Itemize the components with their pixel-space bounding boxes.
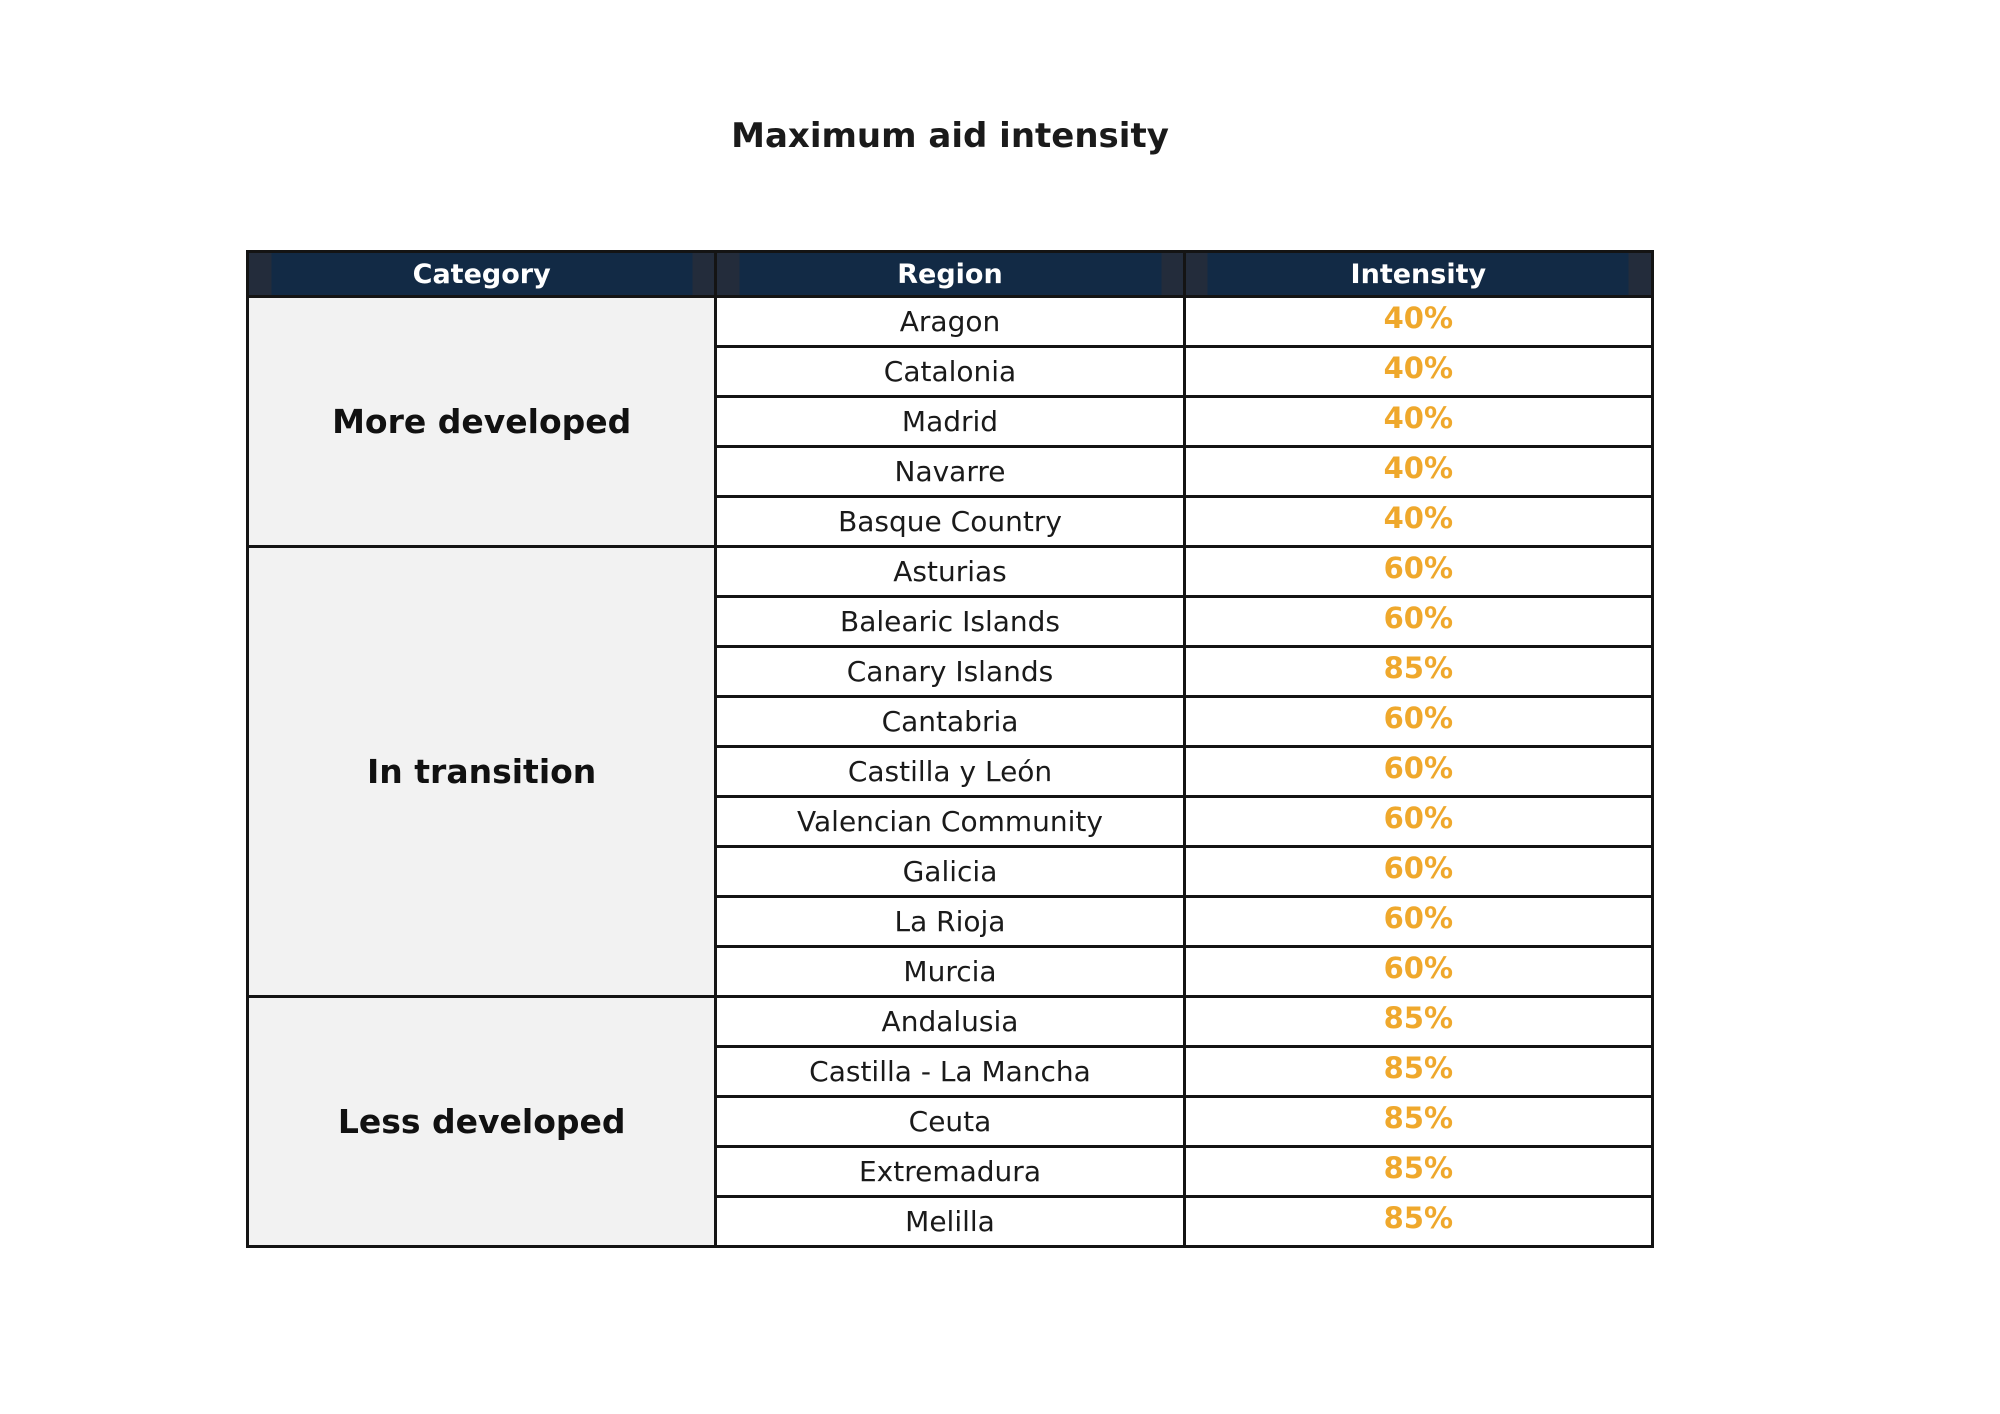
intensity-value: 60% (1182, 595, 1655, 648)
region-cell: Basque Country (714, 495, 1186, 548)
table-row: Basque Country 40% (248, 495, 1655, 548)
table-row: Galicia 60% (248, 845, 1655, 898)
intensity-value: 85% (1182, 1195, 1655, 1248)
table-row: Castilla y León 60% (248, 745, 1655, 798)
intensity-value: 85% (1182, 1095, 1655, 1148)
header-row: Category Region Intensity (245, 250, 1655, 298)
table-row: Canary Islands 85% (248, 645, 1655, 698)
table-row: Balearic Islands 60% (248, 595, 1655, 648)
region-cell: Ceuta (714, 1095, 1186, 1148)
category-cell-more-developed: More developed (245, 295, 718, 548)
region-cell: Galicia (714, 845, 1186, 898)
region-cell: La Rioja (714, 895, 1186, 948)
table-row: Navarre 40% (248, 445, 1655, 498)
region-cell: Castilla - La Mancha (714, 1045, 1186, 1098)
table-row: La Rioja 60% (248, 895, 1655, 948)
page-title: Maximum aid intensity (731, 116, 1169, 156)
intensity-value: 40% (1182, 395, 1655, 448)
region-cell: Aragon (714, 295, 1186, 348)
table-row: Valencian Community 60% (248, 795, 1655, 848)
table-row: More developed Aragon 40% (245, 295, 1655, 548)
intensity-value: 85% (1182, 1045, 1655, 1098)
column-header-category: Category (245, 250, 718, 298)
table-row: Extremadura 85% (248, 1145, 1655, 1198)
table-row: Ceuta 85% (248, 1095, 1655, 1148)
intensity-value: 85% (1182, 995, 1655, 1048)
column-header-region: Region (714, 250, 1186, 298)
region-cell: Castilla y León (714, 745, 1186, 798)
region-cell: Murcia (714, 945, 1186, 998)
column-header-intensity: Intensity (1182, 250, 1655, 298)
table-row: In transition Asturias 60% (245, 545, 1655, 998)
region-cell: Catalonia (714, 345, 1186, 398)
region-cell: Balearic Islands (714, 595, 1186, 648)
aid-intensity-table: Category Region Intensity More developed… (245, 250, 1655, 1248)
intensity-value: 60% (1182, 695, 1655, 748)
table-row: Catalonia 40% (248, 345, 1655, 398)
region-cell: Madrid (714, 395, 1186, 448)
table-row: Less developed Andalusia 85% (245, 995, 1655, 1248)
intensity-value: 40% (1182, 445, 1655, 498)
category-cell-less-developed: Less developed (245, 995, 718, 1248)
region-cell: Cantabria (714, 695, 1186, 748)
table-row: Castilla - La Mancha 85% (248, 1045, 1655, 1098)
region-cell: Melilla (714, 1195, 1186, 1248)
table-row: Cantabria 60% (248, 695, 1655, 748)
region-cell: Extremadura (714, 1145, 1186, 1198)
region-cell: Andalusia (714, 995, 1186, 1048)
table-row: Melilla 85% (248, 1195, 1655, 1248)
table-row: Madrid 40% (248, 395, 1655, 448)
category-cell-in-transition: In transition (245, 545, 718, 998)
table-row: Murcia 60% (248, 945, 1655, 998)
intensity-value: 40% (1182, 495, 1655, 548)
intensity-value: 60% (1182, 745, 1655, 798)
intensity-value: 60% (1182, 845, 1655, 898)
region-cell: Canary Islands (714, 645, 1186, 698)
intensity-value: 60% (1182, 895, 1655, 948)
intensity-value: 40% (1182, 295, 1655, 348)
region-cell: Asturias (714, 545, 1186, 598)
intensity-value: 60% (1182, 545, 1655, 598)
intensity-value: 60% (1182, 795, 1655, 848)
region-cell: Navarre (714, 445, 1186, 498)
intensity-value: 85% (1182, 1145, 1655, 1198)
intensity-value: 60% (1182, 945, 1655, 998)
intensity-value: 40% (1182, 345, 1655, 398)
intensity-value: 85% (1182, 645, 1655, 698)
region-cell: Valencian Community (714, 795, 1186, 848)
